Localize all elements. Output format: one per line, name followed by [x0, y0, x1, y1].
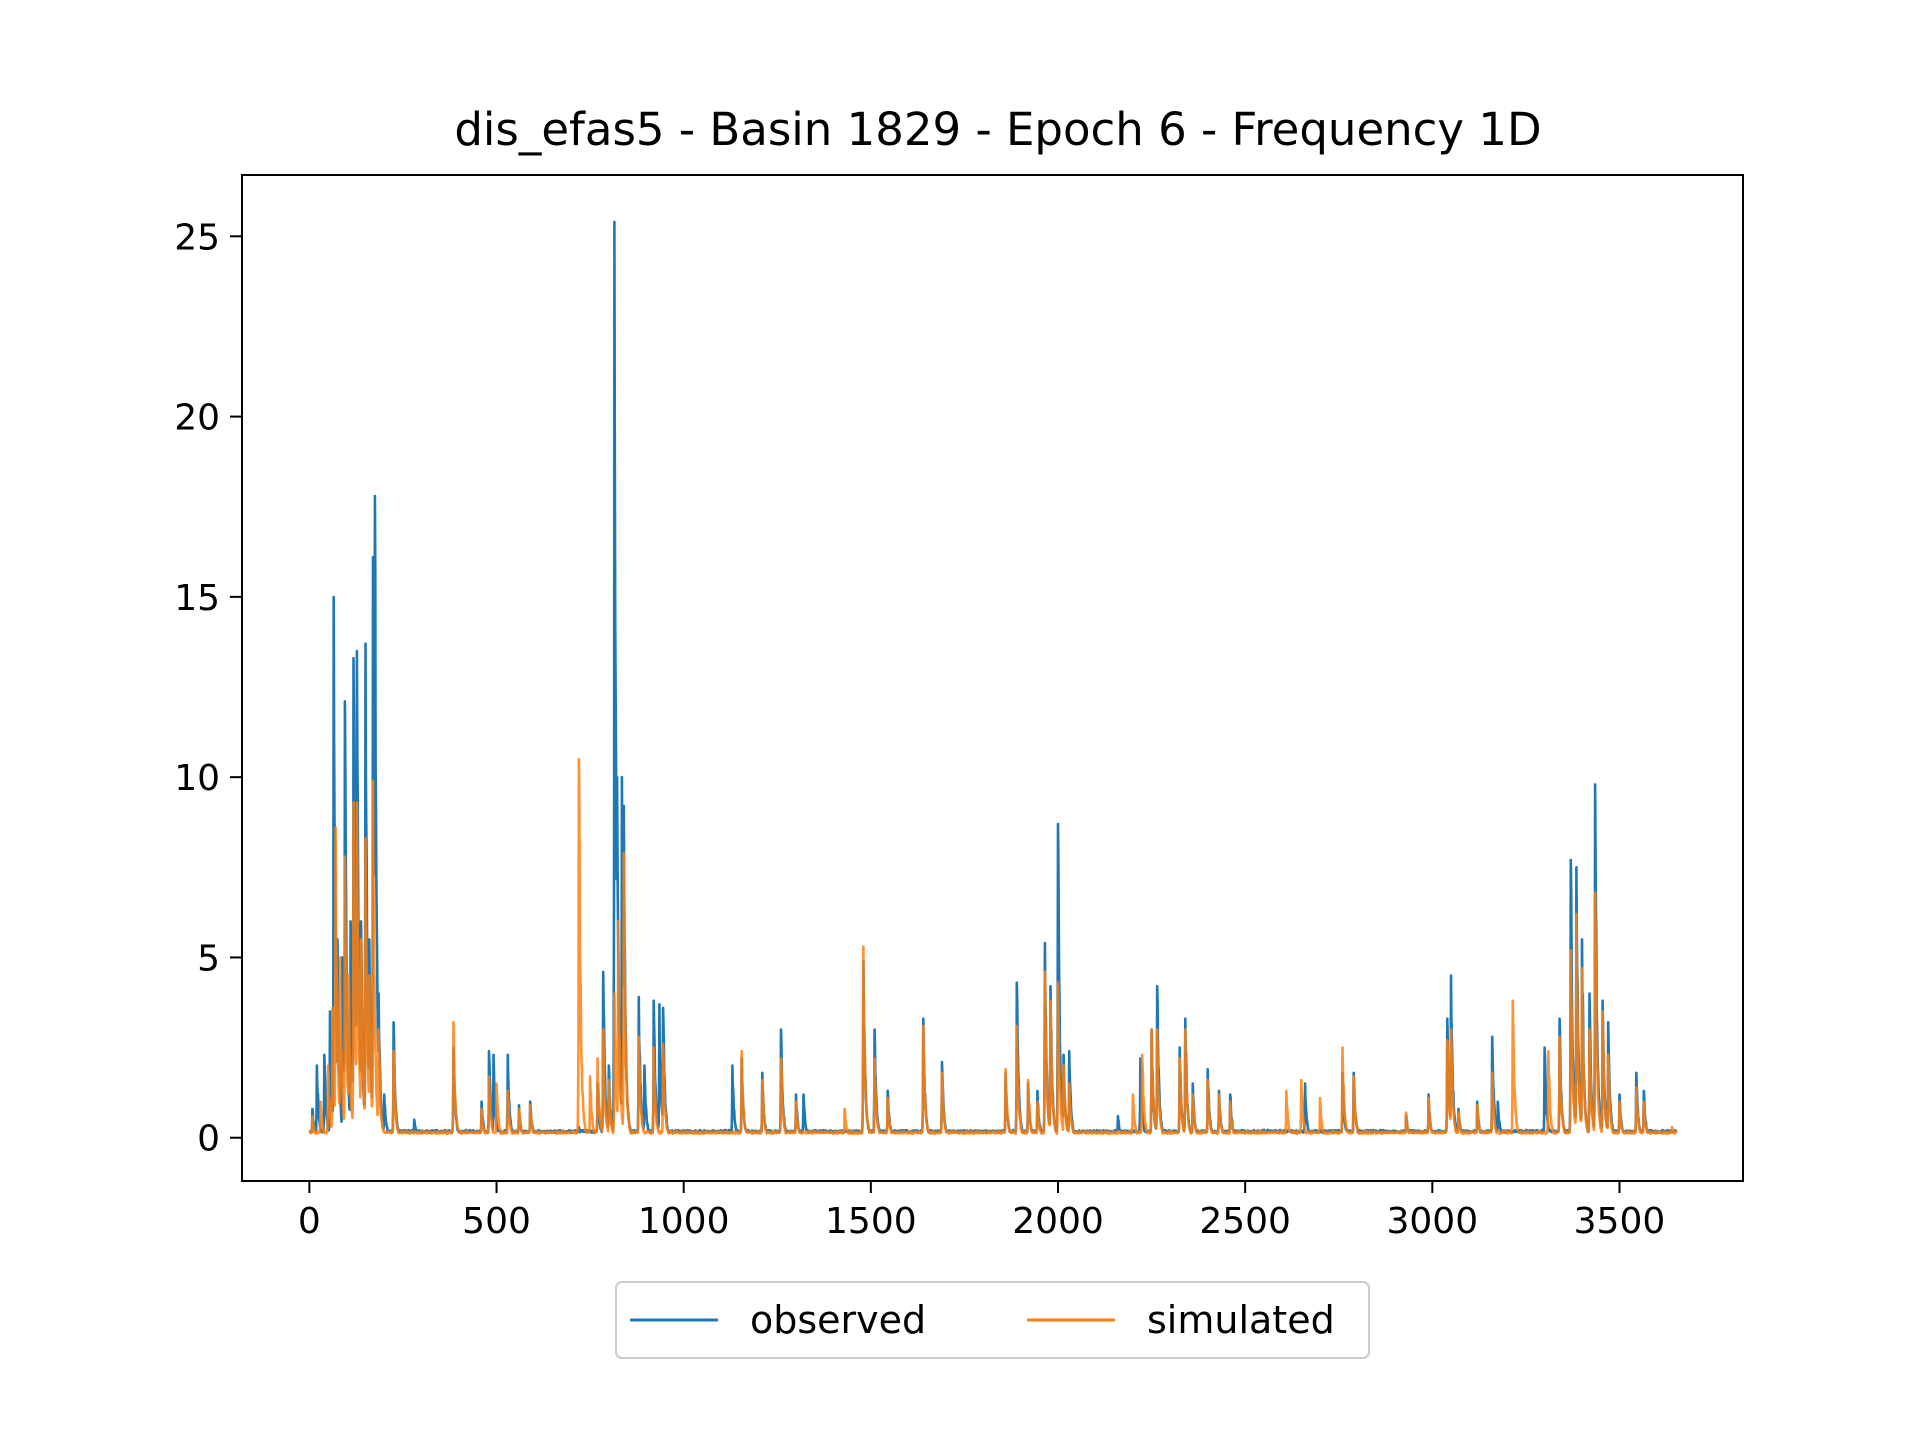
plot-area	[241, 174, 1744, 1182]
plot-background	[242, 175, 1743, 1181]
y-axis: 0 5 10 15 20 25	[174, 217, 242, 1160]
legend-box	[615, 1281, 1370, 1359]
y-tick-label-20: 20	[174, 398, 220, 439]
x-axis: 0 500 1000 1500 2000 2500 3000 3500	[298, 1181, 1665, 1242]
x-tick-label-3000: 3000	[1387, 1201, 1479, 1242]
y-tick-label-10: 10	[174, 758, 220, 799]
x-tick-label-0: 0	[298, 1201, 321, 1242]
x-tick-label-2500: 2500	[1199, 1201, 1291, 1242]
legend-label-observed: observed	[750, 1298, 926, 1342]
x-tick-label-1500: 1500	[825, 1201, 917, 1242]
plot-frame	[241, 174, 1744, 1182]
legend-label-simulated: simulated	[1147, 1298, 1335, 1342]
series-line-simulated	[308, 757, 1678, 1136]
y-tick-label-15: 15	[174, 578, 220, 619]
y-tick-label-0: 0	[197, 1119, 220, 1160]
series-layer	[308, 220, 1678, 1136]
chart-title: dis_efas5 - Basin 1829 - Epoch 6 - Frequ…	[454, 103, 1541, 156]
y-tick-label-5: 5	[197, 938, 220, 979]
x-tick-label-1000: 1000	[638, 1201, 730, 1242]
x-tick-label-500: 500	[462, 1201, 531, 1242]
legend: observed simulated	[615, 1281, 1370, 1359]
x-tick-label-2000: 2000	[1012, 1201, 1104, 1242]
x-tick-label-3500: 3500	[1574, 1201, 1666, 1242]
y-tick-label-25: 25	[174, 217, 220, 258]
